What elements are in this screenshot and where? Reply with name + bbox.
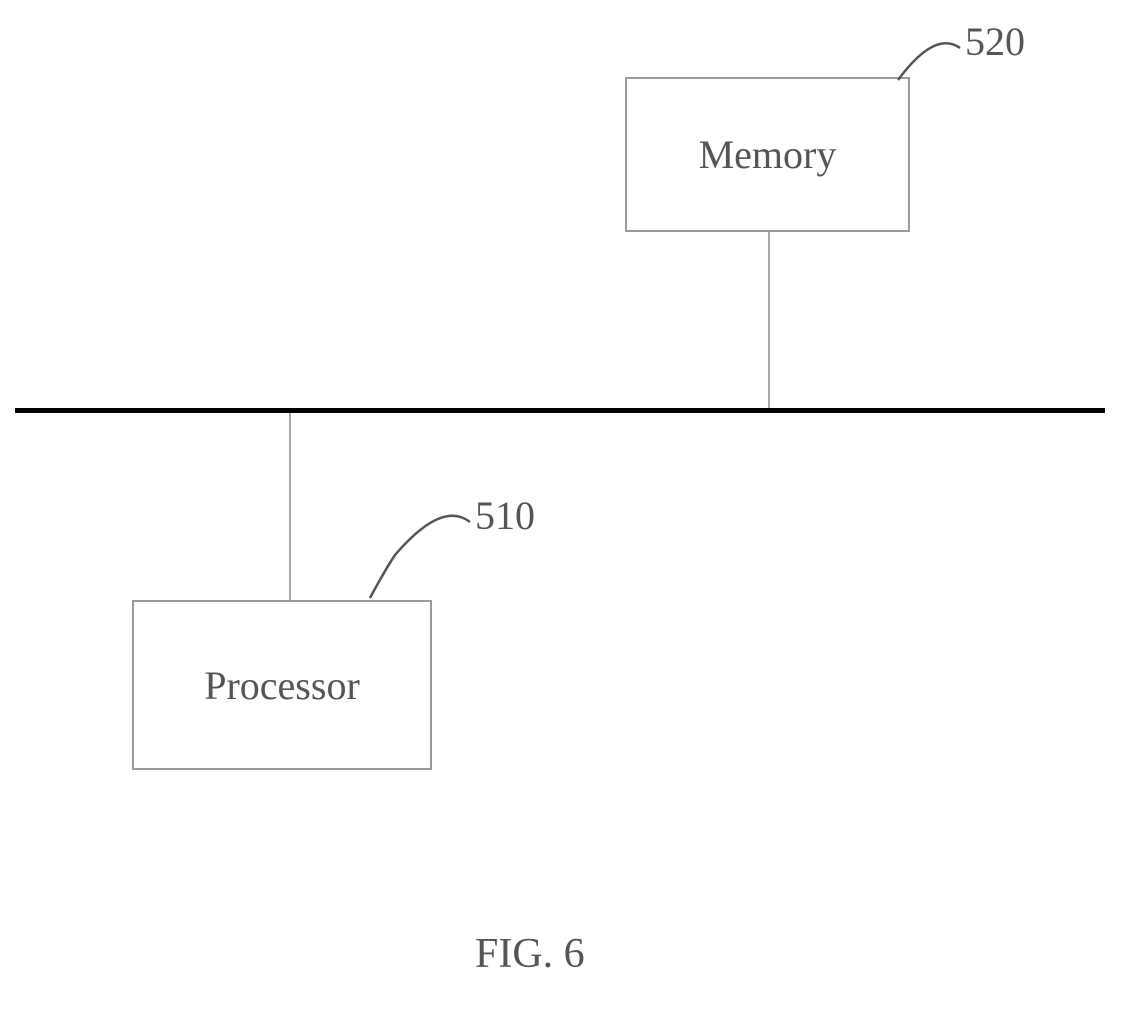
ref-510-label: 510 (475, 492, 535, 539)
figure-caption: FIG. 6 (475, 930, 585, 978)
block-diagram: Memory Processor 520 510 FIG. 6 (0, 0, 1127, 1031)
ref-510-leader (0, 0, 1127, 1031)
